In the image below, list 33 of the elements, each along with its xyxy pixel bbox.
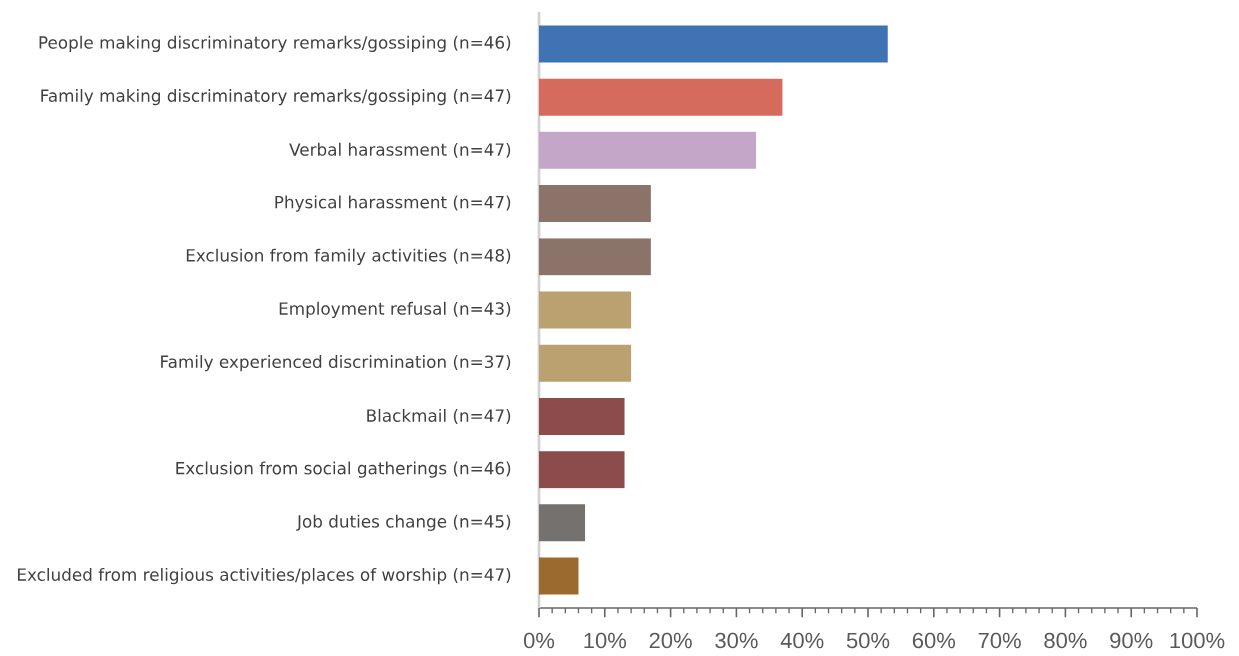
x-tick-label: 30% bbox=[715, 632, 758, 649]
bar bbox=[539, 504, 586, 542]
x-tick-label: 20% bbox=[649, 632, 692, 649]
y-tick-label: Excluded from religious activities/places of worship (n=47) bbox=[18, 567, 511, 585]
bar bbox=[539, 344, 632, 382]
x-tick-label: 40% bbox=[780, 632, 824, 649]
y-tick-label: Exclusion from family activities (n=48) bbox=[186, 248, 511, 265]
x-tick-label: 80% bbox=[1044, 632, 1087, 649]
x-tick-label: 50% bbox=[846, 632, 890, 649]
y-tick-label: Verbal harassment (n=47) bbox=[289, 142, 511, 158]
x-tick-label: 90% bbox=[1110, 632, 1153, 649]
y-tick-label: Blackmail (n=47) bbox=[367, 408, 511, 424]
x-tick-label: 100% bbox=[1170, 632, 1225, 649]
bar bbox=[539, 185, 651, 223]
bar bbox=[539, 397, 625, 435]
y-tick-label: People making discriminatory remarks/gossiping (n=46) bbox=[39, 35, 511, 53]
y-tick-label: Physical harassment (n=47) bbox=[275, 195, 511, 212]
x-tick-label: 0% bbox=[523, 632, 555, 649]
bar bbox=[539, 78, 783, 116]
y-tick-label: Job duties change (n=45) bbox=[296, 514, 511, 531]
y-tick-label: Family making discriminatory remarks/gossiping (n=47) bbox=[41, 89, 511, 106]
y-tick-label: Employment refusal (n=43) bbox=[279, 301, 511, 319]
bar bbox=[539, 238, 651, 276]
y-tick-label: Family experienced discrimination (n=37) bbox=[161, 355, 511, 372]
bar bbox=[539, 451, 625, 489]
y-tick-label: Exclusion from social gatherings (n=46) bbox=[176, 461, 511, 478]
bar bbox=[539, 25, 888, 63]
x-tick-label: 10% bbox=[584, 632, 627, 649]
x-tick-label: 60% bbox=[912, 632, 956, 649]
bar bbox=[539, 291, 632, 329]
bar bbox=[539, 557, 579, 595]
x-tick-label: 70% bbox=[978, 632, 1021, 649]
bar bbox=[539, 131, 757, 169]
